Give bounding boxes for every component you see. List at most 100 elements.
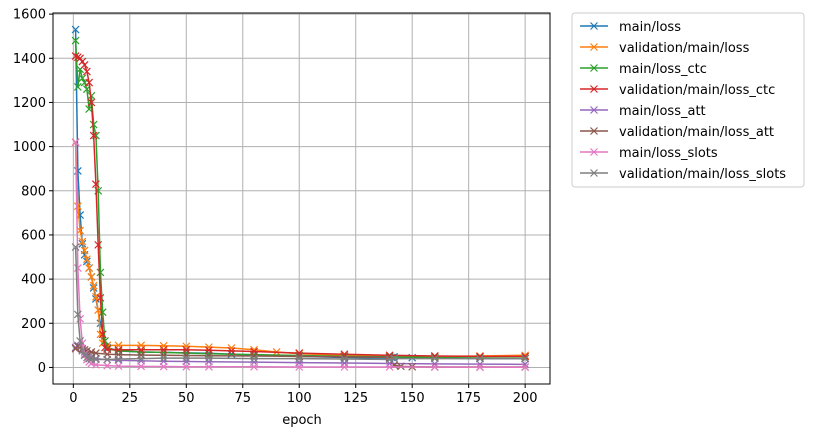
legend-marker (590, 148, 598, 156)
legend-item-validation-main-loss-att: validation/main/loss_att (580, 125, 774, 140)
data-point-main-loss-slots (295, 363, 304, 371)
series-line-validation-main-loss (74, 142, 526, 358)
data-point-validation-main-loss (82, 255, 91, 264)
data-point-validation-main-loss-ctc (159, 345, 168, 354)
legend-item-main-loss: main/loss (580, 20, 681, 35)
data-point-main-loss-slots (103, 361, 112, 370)
data-point-main-loss-ctc (78, 74, 87, 83)
data-point-validation-main-loss-slots (103, 355, 112, 364)
series-validation-main-loss-slots (71, 243, 530, 364)
data-point-main-loss-slots (340, 363, 349, 371)
data-point-validation-main-loss-ctc (98, 330, 107, 339)
legend-label: main/loss_slots (619, 146, 718, 161)
legend-item-validation-main-loss-slots: validation/main/loss_slots (580, 167, 786, 182)
data-point-validation-main-loss-slots (182, 354, 191, 363)
data-point-validation-main-loss-slots (114, 355, 123, 363)
x-tick-label: 50 (178, 391, 195, 406)
data-point-validation-main-loss-ctc (80, 60, 89, 69)
legend-label: validation/main/loss_slots (619, 167, 786, 182)
x-tick-label: 125 (343, 391, 368, 406)
data-point-validation-main-loss-slots (78, 346, 87, 355)
y-tick-label: 1600 (13, 8, 46, 23)
legend-marker (590, 169, 598, 177)
data-point-main-loss-slots (114, 362, 123, 371)
data-point-main-loss-slots (476, 363, 484, 372)
legend-item-validation-main-loss: validation/main/loss (580, 41, 750, 56)
data-point-validation-main-loss-att (91, 349, 100, 358)
data-point-validation-main-loss-slots (73, 310, 82, 319)
data-point-main-loss-ctc (89, 120, 98, 129)
data-point-main-loss-slots (159, 362, 168, 371)
data-point-validation-main-loss-ctc (85, 78, 94, 87)
x-tick-label: 25 (122, 391, 139, 406)
y-tick-label: 0 (38, 361, 46, 376)
data-point-validation-main-loss-slots (91, 355, 100, 364)
data-point-main-loss-ctc (73, 83, 82, 91)
data-point-validation-main-loss-ctc (227, 346, 236, 355)
x-tick-label: 75 (234, 391, 251, 406)
data-point-validation-main-loss-slots (137, 354, 146, 363)
x-tick-label: 200 (513, 391, 538, 406)
data-point-validation-main-loss-slots (295, 354, 304, 363)
legend-marker (590, 85, 598, 93)
legend-item-main-loss-slots: main/loss_slots (580, 146, 718, 161)
data-point-validation-main-loss-slots (204, 354, 213, 363)
x-tick-label: 175 (456, 391, 481, 406)
legend-label: validation/main/loss_ctc (619, 83, 775, 98)
data-point-validation-main-loss-slots (340, 355, 349, 363)
data-point-main-loss-ctc (98, 308, 107, 317)
data-point-validation-main-loss (91, 292, 100, 301)
data-point-validation-main-loss (80, 246, 89, 255)
data-point-validation-main-loss (73, 202, 82, 211)
data-point-validation-main-loss-slots (250, 354, 258, 363)
data-point-validation-main-loss-ctc (78, 57, 87, 66)
data-point-main-loss-ctc (71, 36, 80, 45)
data-point-validation-main-loss-slots (85, 354, 94, 363)
data-point-validation-main-loss-slots (390, 354, 399, 363)
data-point-main-loss-slots (204, 362, 213, 371)
data-point-validation-main-loss-ctc (182, 345, 191, 354)
data-point-main-loss-ctc (114, 346, 123, 355)
y-tick-label: 1200 (13, 96, 46, 111)
y-tick-label: 200 (21, 317, 46, 332)
series-validation-main-loss-ctc (71, 52, 530, 361)
data-point-validation-main-loss-slots (159, 354, 168, 363)
data-point-main-loss-slots (430, 363, 439, 371)
x-tick-label: 100 (287, 391, 312, 406)
legend-marker (590, 22, 598, 30)
x-axis-label: epoch (282, 413, 322, 428)
data-point-main-loss-slots (385, 363, 394, 371)
data-point-main-loss-slots (71, 138, 80, 147)
data-point-validation-main-loss-ctc (87, 98, 96, 107)
y-tick-label: 400 (21, 273, 46, 288)
series-line-main-loss-slots (74, 142, 526, 368)
legend-marker (590, 43, 598, 51)
data-point-validation-main-loss (78, 237, 87, 246)
data-point-main-loss (71, 25, 80, 34)
data-point-validation-main-loss (182, 342, 191, 351)
data-point-main-loss-ctc (96, 268, 105, 277)
legend-marker (590, 106, 598, 114)
data-point-main-loss-slots (521, 363, 530, 372)
y-tick-label: 800 (21, 184, 46, 199)
data-point-validation-main-loss (87, 272, 96, 281)
data-point-main-loss-slots (182, 362, 191, 371)
data-point-validation-main-loss-slots (521, 354, 530, 363)
data-point-validation-main-loss-slots (430, 354, 439, 363)
data-point-main-loss-slots (137, 362, 146, 371)
data-point-main-loss-att (114, 356, 123, 365)
plot-frame (52, 12, 551, 385)
data-point-validation-main-loss-ctc (71, 52, 80, 60)
x-tick-label: 0 (69, 391, 77, 406)
y-tick-label: 1400 (13, 52, 46, 67)
legend-label: main/loss (619, 20, 681, 35)
legend-label: validation/main/loss_att (619, 125, 774, 140)
data-point-validation-main-loss (340, 351, 349, 360)
legend-label: main/loss_att (619, 104, 706, 119)
y-tick-label: 1000 (13, 140, 46, 155)
y-tick-label: 600 (21, 228, 46, 243)
legend-marker (590, 64, 598, 72)
legend-item-main-loss-att: main/loss_att (580, 104, 706, 119)
data-point-validation-main-loss-slots (82, 353, 91, 362)
